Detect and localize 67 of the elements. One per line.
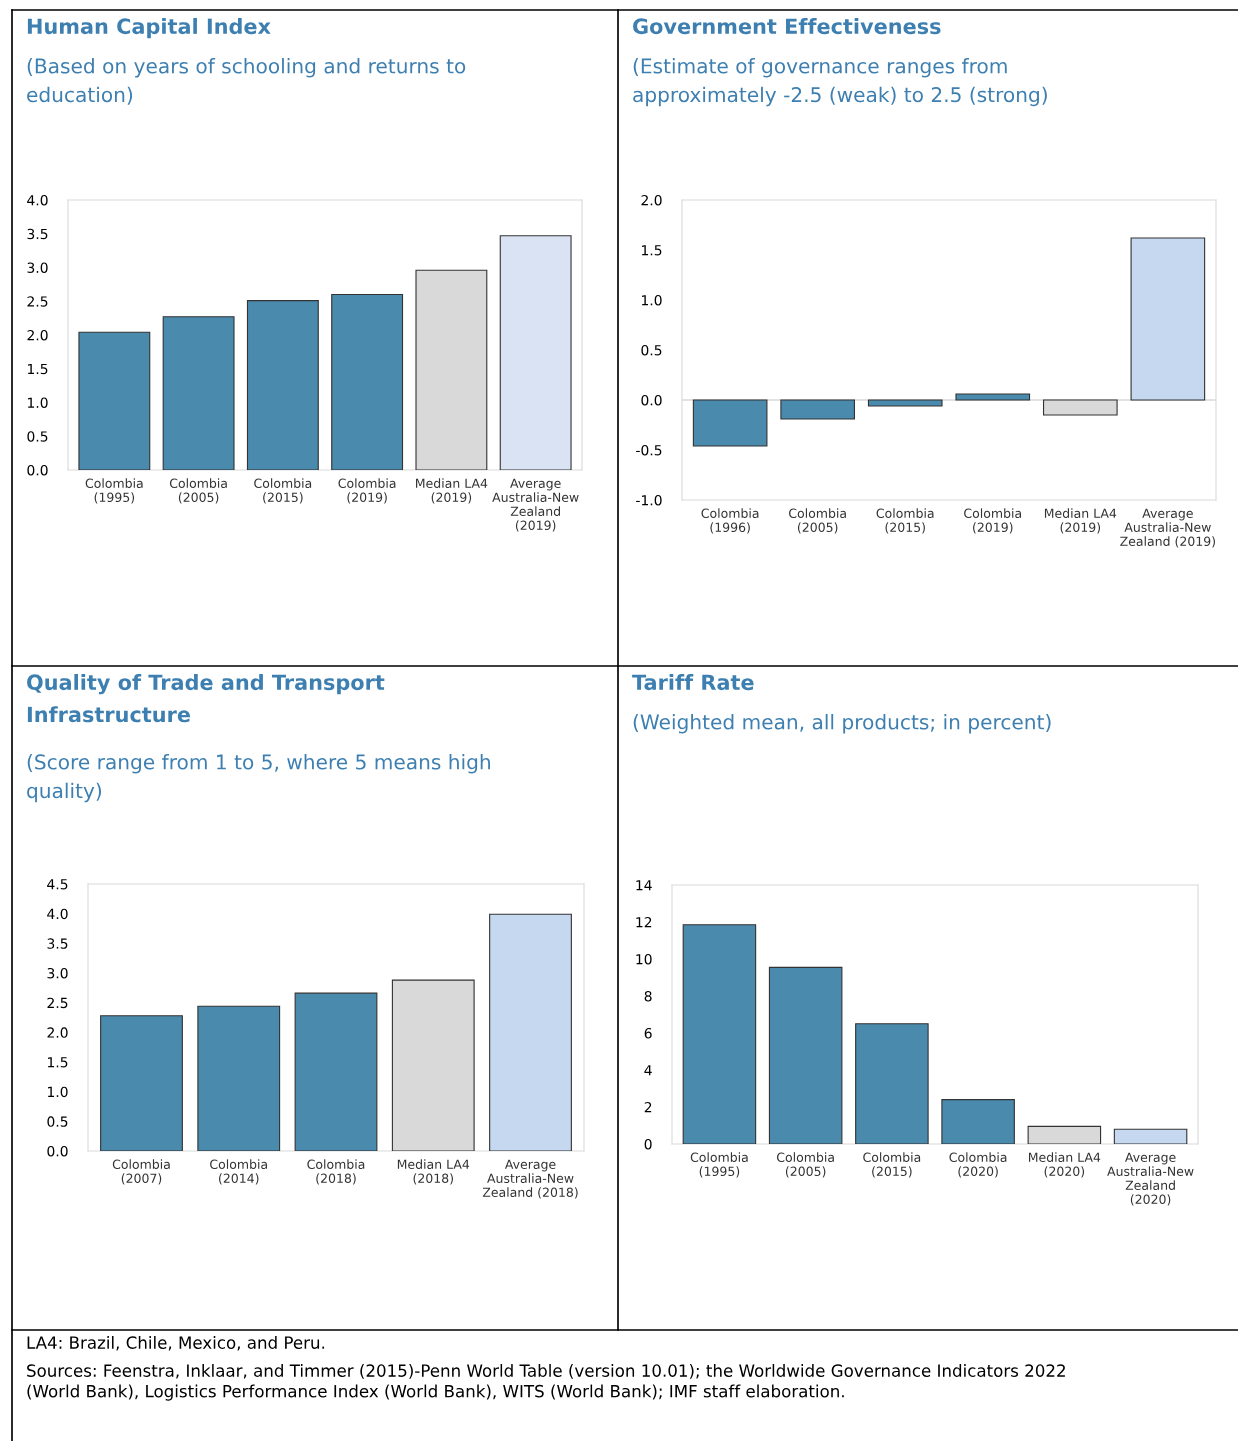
x-tick-label: Colombia (2018) [307,1159,365,1185]
y-tick-label: 1.0 [47,1086,68,1098]
x-tick-label: Colombia (2005) [169,478,227,504]
y-tick-label: 4 [644,1065,652,1076]
y-tick-label: 1.5 [47,1057,68,1068]
x-tick-label: Average Australia-New Zealand (2019) [1120,508,1215,548]
y-tick-label: 0.5 [27,431,48,442]
x-tick-label: Colombia (2019) [964,508,1022,534]
y-tick-label: 3.0 [47,967,68,979]
y-tick-label: 2.0 [641,194,662,206]
x-tick-label: Median LA4 (2018) [397,1159,470,1185]
y-tick-label: 6 [644,1027,652,1039]
y-tick-label: 0.0 [27,464,48,476]
x-tick-label: Colombia (2015) [254,478,312,504]
y-tick-label: 3.0 [27,262,48,273]
x-tick-label: Average Australia-New Zealand (2019) [492,478,579,532]
x-tick-label: Colombia (2019) [338,478,396,504]
chart-title: Quality of Trade and Transport Infrastructure [27,674,385,723]
y-tick-label: 1.5 [641,245,662,256]
y-tick-label: 8 [644,990,652,1002]
x-tick-label: Median LA4 (2020) [1028,1152,1101,1178]
y-tick-label: 12 [636,916,652,928]
x-tick-label: Colombia (2020) [949,1152,1007,1178]
y-tick-label: 0.5 [47,1116,68,1127]
chart-subtitle: (Weighted mean, all products; in percent) [633,714,1051,734]
x-tick-label: Colombia (2005) [776,1152,834,1178]
x-tick-label: Colombia (2014) [210,1159,267,1185]
x-tick-label: Colombia (1996) [701,508,759,534]
x-tick-label: Colombia (2015) [876,508,934,534]
x-tick-label: Median LA4 (2019) [416,478,488,504]
y-tick-label: 1.5 [27,363,48,375]
x-tick-label: Average Australia-New Zealand (2020) [1107,1152,1194,1206]
y-tick-label: 2 [644,1101,652,1113]
x-tick-label: Colombia (2007) [112,1159,170,1185]
chart-subtitle: (Estimate of governance ranges from approximately -2.5 (weak) to 2.5 (strong) [633,58,1047,107]
y-tick-label: 0.0 [641,394,662,406]
y-tick-label: 0.5 [641,344,662,356]
chart-title: Tariff Rate [632,674,754,691]
source-note: Sources: Feenstra, Inklaar, and Timmer (2015)-Penn World Table (version 10.01); the Worldwide Governance Indicators 2022 (World Bank), Logistics Performance Index (World Bank), WITS (World Bank); IMF staff elaboration. [27,1364,1065,1401]
y-tick-label: 2.5 [27,296,48,307]
y-tick-label: 0.0 [47,1145,68,1157]
y-tick-label: 1.0 [27,397,48,408]
y-tick-label: 2.0 [47,1027,68,1038]
chart-subtitle: (Based on years of schooling and returns to education) [27,58,466,105]
x-tick-label: Colombia (1995) [690,1152,748,1178]
x-tick-label: Colombia (1995) [85,478,143,504]
y-tick-label: 1.0 [641,294,662,306]
y-tick-label: 4.0 [47,908,68,920]
chart-title: Human Capital Index [27,18,271,39]
y-tick-label: 3.5 [27,228,48,240]
y-tick-label: 4.5 [47,879,68,890]
text: LA4: Brazil, Chile, Mexico, and Peru. [27,1336,325,1351]
y-tick-label: 14 [636,880,652,891]
y-tick-label: 0 [644,1138,652,1150]
y-tick-label: 4.0 [27,194,48,206]
y-tick-label: 2.0 [27,329,48,341]
chart-subtitle: (Score range from 1 to 5, where 5 means high quality) [27,754,490,803]
y-tick-label: -0.5 [636,444,662,456]
y-tick-label: 2.5 [47,997,68,1009]
x-tick-label: Colombia (2015) [863,1152,921,1178]
y-tick-label: 3.5 [47,938,68,949]
x-tick-label: Colombia (2005) [789,508,846,534]
chart-title: Government Effectiveness [633,18,941,35]
y-tick-label: -1.0 [636,494,662,506]
y-tick-label: 10 [636,953,652,965]
x-tick-label: Median LA4 (2019) [1044,508,1117,534]
x-tick-label: Average Australia-New Zealand (2018) [482,1159,578,1199]
